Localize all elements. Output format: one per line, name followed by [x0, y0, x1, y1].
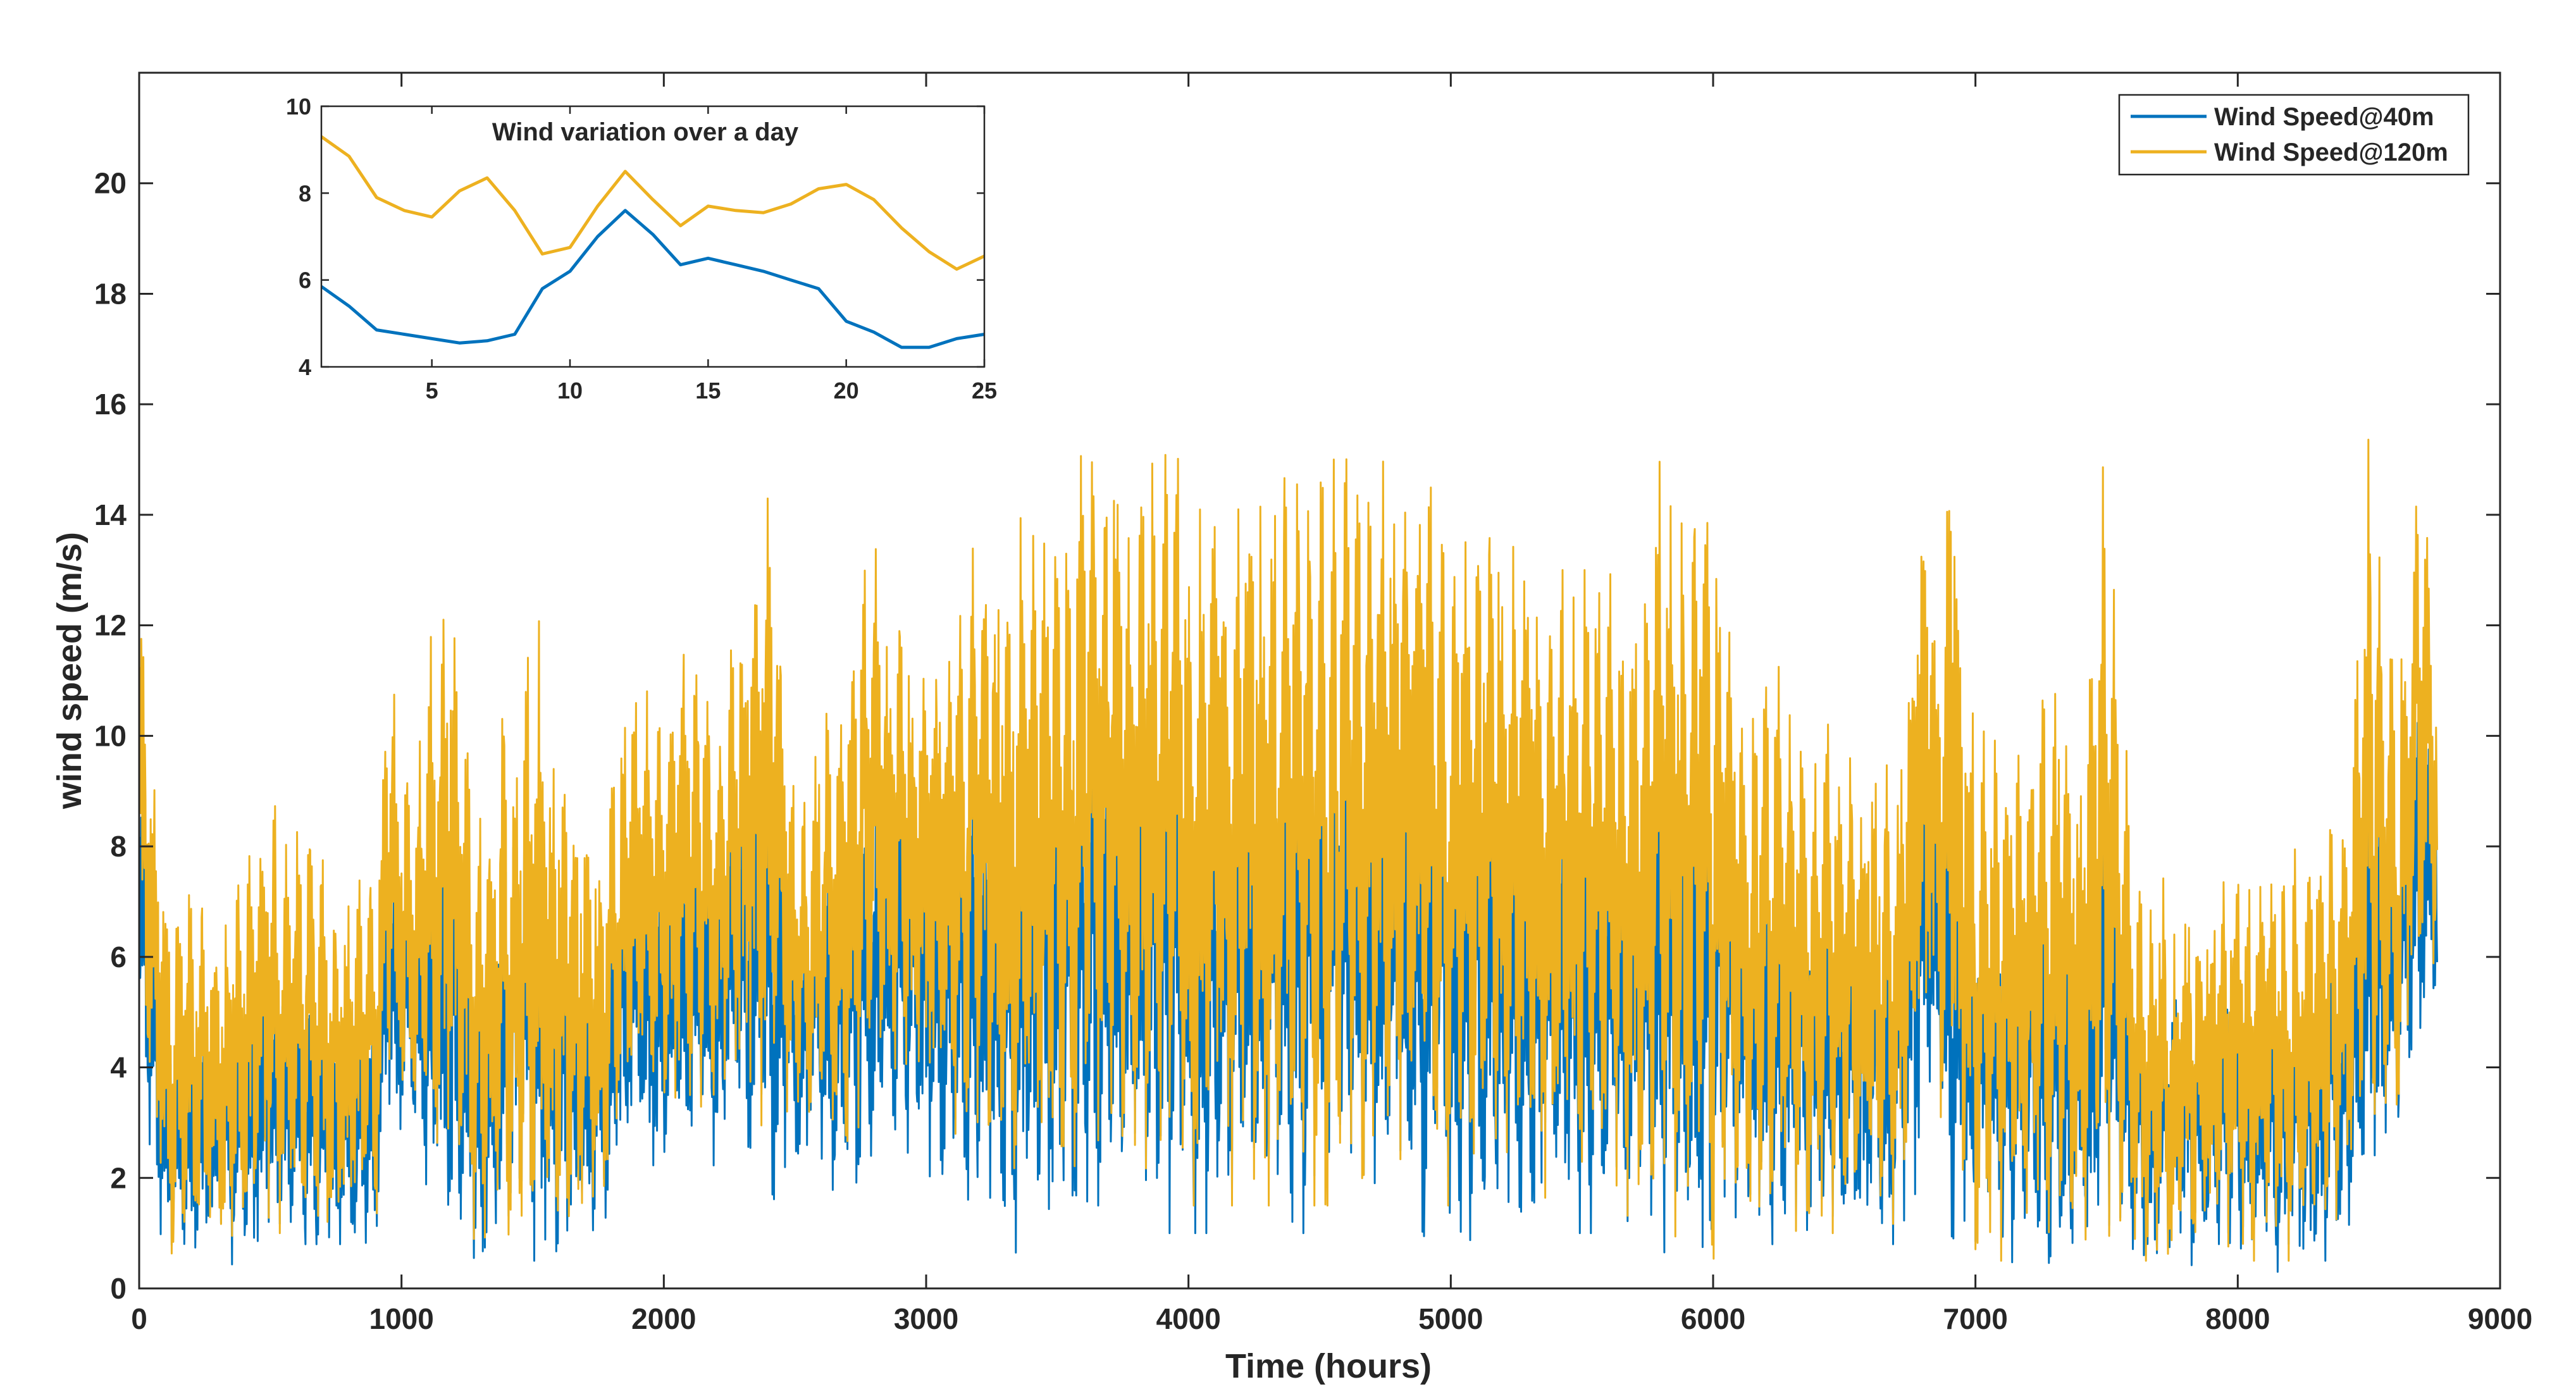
x-axis: 0 1000 2000 3000 4000 5000 6000 7000 8000 9000 — [131, 73, 2532, 1335]
x-tick-label: 7000 — [1943, 1302, 2007, 1335]
y-axis: 0 2 4 6 8 10 12 14 16 18 20 — [94, 167, 2500, 1305]
inset-y-axis: 4 6 8 10 — [286, 94, 984, 380]
inset-x-tick-label: 10 — [557, 378, 583, 404]
series-line-ws120 — [138, 438, 2438, 1262]
y-tick-label: 8 — [110, 830, 127, 863]
inset-y-tick-label: 10 — [286, 94, 311, 120]
inset-chart: 5 10 15 20 25 4 6 8 10 Wind variation over a da… — [286, 94, 997, 404]
inset-x-tick-label: 15 — [695, 378, 721, 404]
x-tick-label: 0 — [131, 1302, 147, 1335]
y-tick-label: 0 — [110, 1272, 127, 1305]
y-tick-label: 10 — [94, 719, 127, 752]
x-tick-label: 2000 — [631, 1302, 696, 1335]
inset-y-tick-label: 4 — [299, 354, 311, 380]
inset-x-tick-label: 5 — [426, 378, 438, 404]
inset-series-lines — [320, 135, 986, 349]
series-path-ws120 — [138, 438, 2438, 1262]
inset-x-tick-label: 25 — [972, 378, 997, 404]
y-tick-label: 4 — [110, 1051, 127, 1084]
legend-box — [2118, 94, 2470, 176]
inset-y-tick-label: 6 — [299, 268, 311, 293]
inset-y-tick-label: 8 — [299, 180, 311, 206]
inset-x-axis: 5 10 15 20 25 — [426, 106, 997, 404]
inset-x-tick-label: 20 — [834, 378, 859, 404]
inset-plot-frame — [320, 105, 986, 368]
x-tick-label: 8000 — [2205, 1302, 2270, 1335]
inset-series-ws120 — [320, 135, 986, 271]
y-axis-title: wind speed (m/s) — [51, 532, 89, 810]
x-axis-title: Time (hours) — [1225, 1347, 1432, 1385]
legend-label-ws40: Wind Speed@40m — [2214, 103, 2434, 131]
y-tick-label: 14 — [94, 498, 127, 531]
y-tick-label: 6 — [110, 941, 127, 973]
x-tick-label: 6000 — [1681, 1302, 1745, 1335]
y-tick-label: 12 — [94, 609, 127, 642]
x-tick-label: 5000 — [1418, 1302, 1483, 1335]
x-tick-label: 9000 — [2468, 1302, 2532, 1335]
x-tick-label: 1000 — [369, 1302, 433, 1335]
inset-title: Wind variation over a day — [492, 118, 799, 146]
inset-series-ws40 — [320, 209, 985, 349]
x-tick-label: 3000 — [894, 1302, 958, 1335]
plot-area-frame — [138, 71, 2501, 1290]
legend: Wind Speed@40m Wind Speed@120m — [2118, 94, 2470, 176]
y-tick-label: 16 — [94, 388, 127, 421]
x-tick-label: 4000 — [1156, 1302, 1220, 1335]
legend-label-ws120: Wind Speed@120m — [2214, 139, 2448, 166]
y-tick-label: 20 — [94, 167, 127, 200]
y-tick-label: 18 — [94, 277, 127, 310]
y-tick-label: 2 — [110, 1161, 127, 1194]
